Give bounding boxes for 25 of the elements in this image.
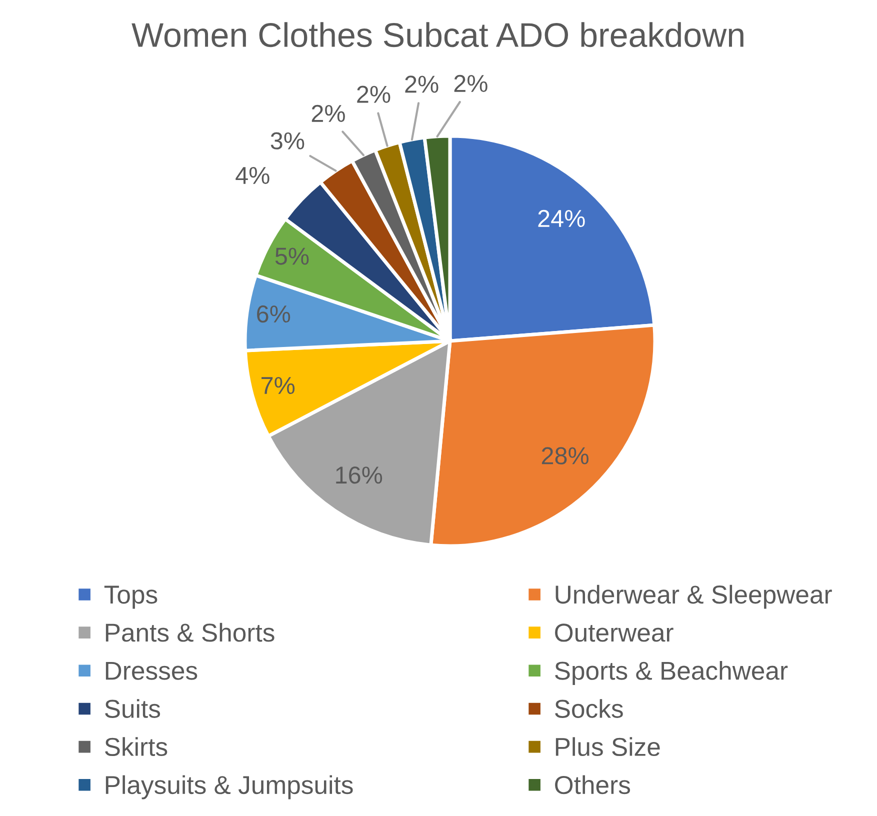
data-label: 2%	[312, 104, 345, 122]
legend-label: Skirts	[104, 737, 168, 756]
data-label: 3%	[270, 132, 304, 150]
legend-label: Playsuits & Jumpsuits	[106, 775, 353, 800]
legend-label: Tops	[104, 586, 158, 609]
data-label: 24%	[538, 210, 585, 228]
data-label: 6%	[257, 305, 290, 323]
data-label: 5%	[275, 248, 309, 265]
chart-title: Women Clothes Subcat ADO breakdown	[132, 22, 744, 48]
data-label: 2%	[405, 76, 438, 93]
legend-label: Plus Size	[556, 737, 660, 756]
data-label: 2%	[357, 86, 390, 103]
legend-label: Others	[555, 775, 630, 794]
data-label: 28%	[542, 447, 589, 464]
legend-label: Underwear & Sleepwear	[556, 584, 832, 609]
data-label: 7%	[262, 377, 295, 394]
legend-label: Dresses	[106, 662, 198, 680]
data-label: 2%	[454, 74, 488, 92]
data-label: 16%	[336, 466, 382, 484]
data-label: 4%	[236, 166, 270, 184]
legend-label: Outerwear	[555, 624, 674, 642]
legend-label: Suits	[104, 699, 160, 718]
legend-label: Pants & Shorts	[106, 622, 274, 642]
legend-label: Socks	[554, 699, 623, 718]
legend-label: Sports & Beachwear	[554, 661, 788, 685]
